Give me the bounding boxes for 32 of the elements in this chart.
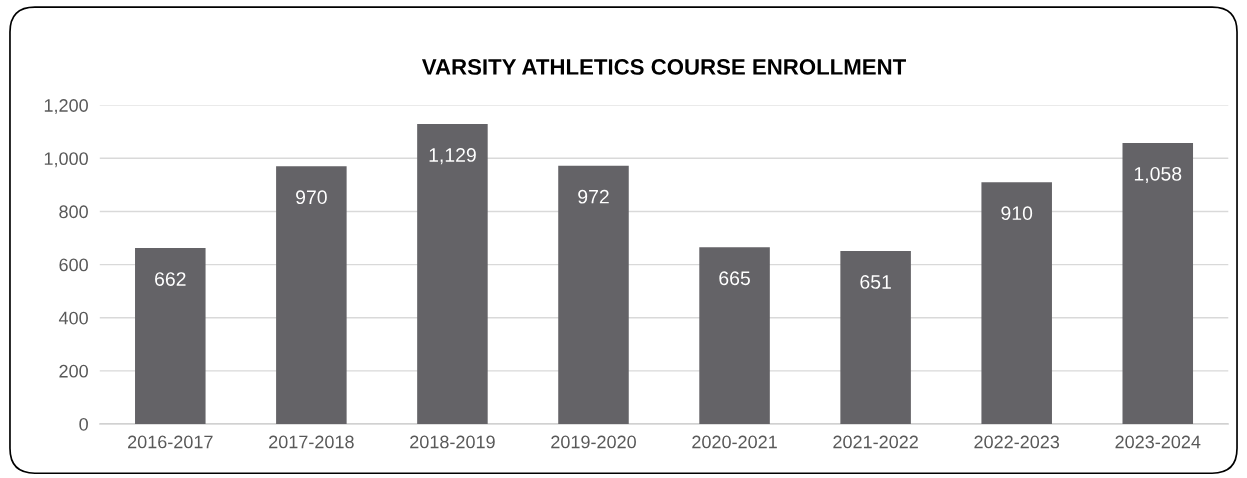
- data-label: 662: [155, 272, 186, 286]
- bar: [840, 251, 911, 424]
- data-label: 972: [578, 189, 609, 204]
- x-tick-label: 2017-2018: [269, 435, 354, 449]
- data-label: 651: [860, 275, 891, 289]
- data-label: 1,058: [1134, 166, 1182, 184]
- y-tick-label: 0: [79, 417, 88, 431]
- chart-title: VARSITY ATHLETICS COURSE ENROLLMENT: [421, 59, 906, 75]
- bar: [1122, 142, 1194, 424]
- bar: [417, 124, 488, 424]
- x-tick-label: 2023-2024: [1115, 435, 1201, 449]
- bar: [981, 182, 1052, 424]
- y-tick-label: 1,000: [44, 152, 88, 168]
- x-tick-label: 2019-2020: [551, 435, 636, 449]
- bar: [276, 166, 347, 424]
- data-label: 665: [719, 271, 750, 286]
- bar: [699, 247, 770, 424]
- data-label: 910: [1001, 206, 1033, 221]
- y-tick-label: 600: [59, 258, 88, 272]
- y-tick-label: 1,200: [44, 99, 88, 115]
- bar: [135, 248, 206, 424]
- x-tick-label: 2022-2023: [974, 435, 1060, 449]
- x-tick-label: 2018-2019: [410, 435, 495, 449]
- bar: [558, 165, 629, 424]
- data-label: 1,129: [429, 148, 476, 165]
- y-tick-label: 400: [58, 311, 88, 325]
- x-tick-label: 2021-2022: [833, 435, 918, 449]
- x-tick-label: 2020-2021: [692, 435, 777, 449]
- x-tick-label: 2016-2017: [128, 435, 213, 449]
- data-label: 970: [296, 190, 327, 205]
- y-tick-label: 800: [59, 205, 88, 219]
- y-tick-label: 200: [59, 364, 88, 378]
